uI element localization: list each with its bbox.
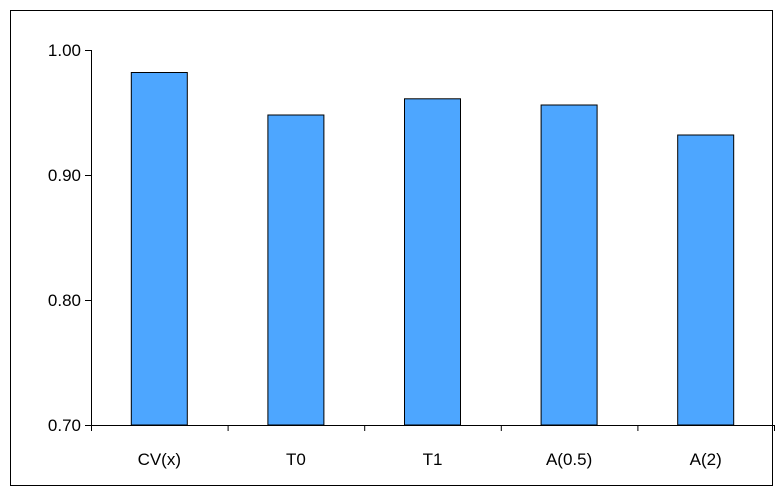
bar-t1	[404, 98, 461, 426]
x-tick-label: T0	[286, 450, 306, 469]
bars-layer	[130, 72, 735, 426]
y-ticks: 0.70 0.80 0.90 1.00	[48, 41, 91, 435]
y-tick-label: 0.70	[48, 416, 81, 435]
x-tick-label: A(2)	[690, 450, 722, 469]
bar-a-2	[677, 134, 735, 426]
bar-t0	[267, 114, 325, 426]
bar-a-0-5	[540, 104, 598, 426]
y-tick-label: 0.90	[48, 166, 81, 185]
x-tick-label: T1	[423, 450, 443, 469]
x-tick-label: A(0.5)	[546, 450, 592, 469]
y-tick-label: 0.80	[48, 291, 81, 310]
x-tick-label: CV(x)	[138, 450, 181, 469]
chart-border	[10, 10, 773, 486]
bar-cv-x	[130, 72, 188, 426]
x-ticks: CV(x) T0 T1 A(0.5) A(2)	[91, 425, 775, 469]
y-tick-label: 1.00	[48, 41, 81, 60]
